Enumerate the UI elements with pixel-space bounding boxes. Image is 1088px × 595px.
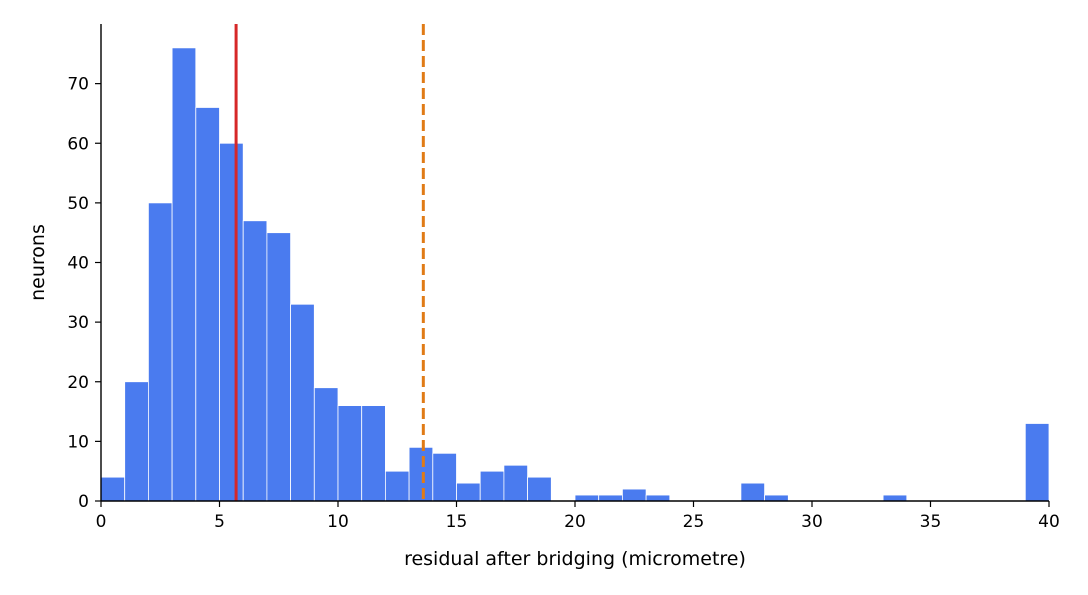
bars-layer bbox=[100, 47, 1050, 502]
histogram-bar bbox=[337, 405, 363, 502]
x-tick-label: 15 bbox=[446, 512, 468, 532]
histogram-bar bbox=[266, 232, 291, 502]
reference-lines-layer bbox=[234, 24, 425, 501]
histogram-bar bbox=[384, 470, 410, 502]
y-tick-label: 20 bbox=[67, 373, 89, 393]
y-tick-label: 50 bbox=[67, 194, 89, 214]
x-tick-label: 25 bbox=[683, 512, 705, 532]
x-tick-label: 5 bbox=[214, 512, 225, 532]
histogram-bar bbox=[313, 387, 339, 502]
histogram-bar bbox=[100, 476, 126, 502]
histogram-bar bbox=[740, 482, 766, 502]
histogram-bar bbox=[479, 470, 505, 502]
histogram-bar bbox=[1024, 423, 1050, 502]
x-tick-label: 40 bbox=[1038, 512, 1060, 532]
histogram-bar bbox=[147, 202, 173, 502]
histogram-bar bbox=[361, 405, 386, 502]
axes-layer: 0 5 10 15 20 25 30 35 40 0 10 20 30 40 50 60 70 bbox=[67, 24, 1060, 532]
histogram-bar bbox=[645, 494, 671, 502]
y-axis-label: neurons bbox=[27, 224, 49, 301]
x-axis-label: residual after bridging (micrometre) bbox=[404, 548, 746, 570]
y-tick-label: 70 bbox=[67, 75, 89, 95]
y-tick-label: 40 bbox=[67, 254, 89, 274]
x-tick-label: 35 bbox=[920, 512, 942, 532]
histogram-bar bbox=[242, 220, 268, 502]
histogram-bar bbox=[290, 303, 315, 502]
histogram-bar bbox=[124, 381, 149, 502]
histogram-bar bbox=[219, 142, 244, 502]
y-tick-label: 10 bbox=[67, 432, 89, 452]
y-tick-label: 30 bbox=[67, 313, 89, 333]
histogram-bar bbox=[195, 107, 220, 502]
histogram-bar bbox=[456, 482, 481, 502]
x-tick-label: 30 bbox=[801, 512, 823, 532]
histogram-bar bbox=[764, 494, 789, 502]
x-tick-label: 10 bbox=[327, 512, 349, 532]
histogram-bar bbox=[527, 476, 552, 502]
histogram-bar bbox=[598, 494, 623, 502]
y-tick-label: 60 bbox=[67, 134, 89, 154]
histogram-bar bbox=[622, 488, 647, 502]
histogram-bar bbox=[882, 494, 908, 502]
histogram-bar bbox=[171, 47, 197, 502]
y-tick-label: 0 bbox=[78, 492, 89, 512]
histogram-bar bbox=[432, 452, 457, 502]
x-tick-label: 20 bbox=[564, 512, 586, 532]
histogram-bar bbox=[408, 446, 434, 502]
histogram-bar bbox=[503, 464, 528, 502]
histogram-bar bbox=[574, 494, 600, 502]
x-tick-label: 0 bbox=[96, 512, 107, 532]
